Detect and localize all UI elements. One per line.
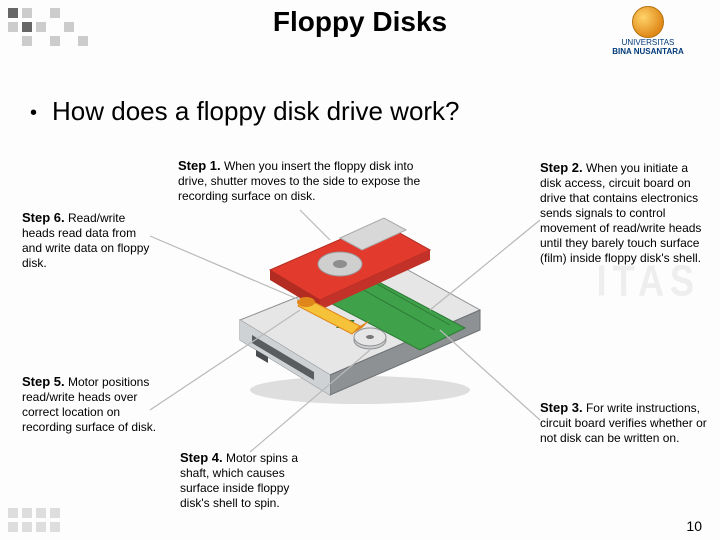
step-2-label: Step 2.	[540, 160, 583, 175]
spindle-motor	[354, 328, 386, 349]
logo-line2: BINA NUSANTARA	[612, 47, 684, 56]
step-4: Step 4. Motor spins a shaft, which cause…	[180, 450, 310, 511]
step-2: Step 2. When you initiate a disk access,…	[540, 160, 710, 266]
page-number: 10	[686, 518, 702, 534]
subtitle: How does a floppy disk drive work?	[52, 96, 460, 127]
floppy-drive-illustration	[210, 200, 490, 410]
logo-line1: UNIVERSITAS	[622, 38, 675, 47]
step-5-label: Step 5.	[22, 374, 65, 389]
step-3: Step 3. For write instructions, circuit …	[540, 400, 710, 446]
step-5: Step 5. Motor positions read/write heads…	[22, 374, 162, 435]
floppy-drive-svg	[210, 200, 490, 410]
step-6-label: Step 6.	[22, 210, 65, 225]
step-1: Step 1. When you insert the floppy disk …	[178, 158, 428, 204]
step-3-label: Step 3.	[540, 400, 583, 415]
step-6: Step 6. Read/write heads read data from …	[22, 210, 152, 271]
step-2-text: When you initiate a disk access, circuit…	[540, 161, 701, 265]
page-title: Floppy Disks	[0, 6, 720, 38]
step-4-label: Step 4.	[180, 450, 223, 465]
decor-bottom-left	[8, 508, 60, 532]
bullet: •	[30, 102, 37, 125]
step-1-label: Step 1.	[178, 158, 221, 173]
